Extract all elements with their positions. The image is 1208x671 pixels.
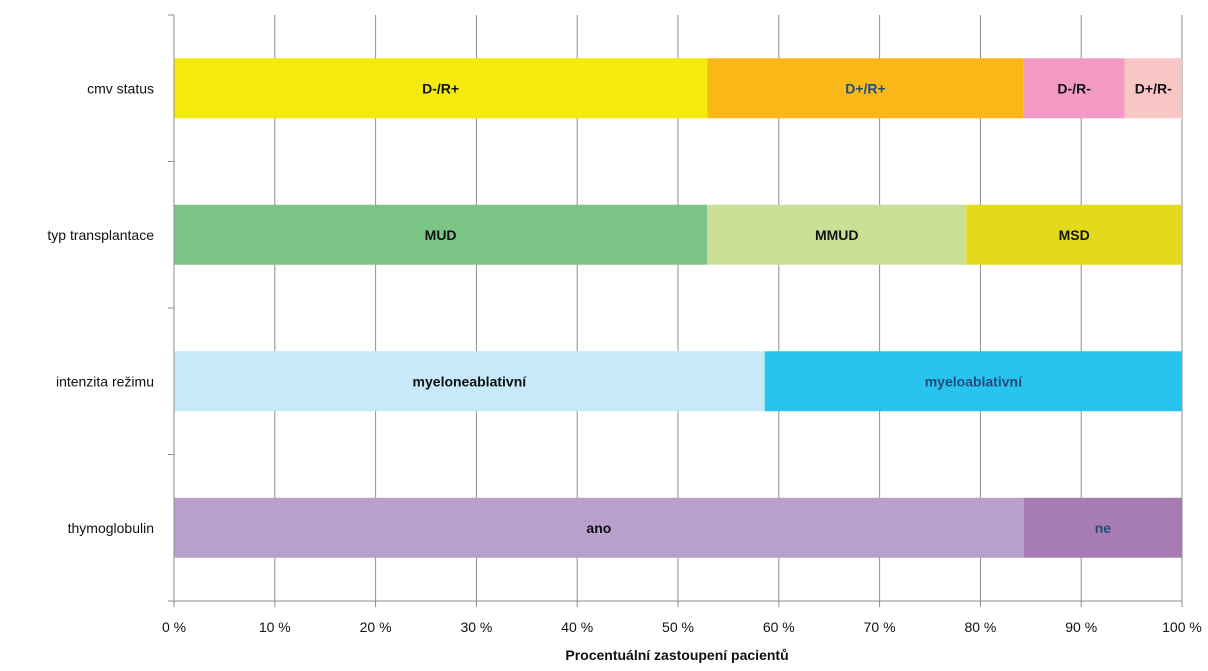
x-tick-label: 20 % <box>360 619 392 635</box>
segment-label: myeloneablativní <box>413 373 528 389</box>
x-tick-label: 40 % <box>561 619 593 635</box>
bar-segment <box>1023 497 1182 558</box>
bar-segment <box>174 497 1024 558</box>
bar-segment <box>707 58 1024 119</box>
segment-label: MUD <box>425 227 457 243</box>
x-tick-label: 50 % <box>662 619 694 635</box>
bar-segment <box>1124 58 1182 119</box>
bar-segment <box>707 204 967 265</box>
segment-label: ne <box>1095 520 1112 536</box>
segment-label: D-/R+ <box>422 80 459 96</box>
segment-label: ano <box>586 520 611 536</box>
x-tick-label: 80 % <box>964 619 996 635</box>
x-tick-label: 10 % <box>259 619 291 635</box>
axes <box>168 14 1183 607</box>
category-label: typ transplantace <box>47 227 154 243</box>
x-tick-label: 100 % <box>1162 619 1202 635</box>
bar-segment <box>764 351 1182 412</box>
bar-segment <box>966 204 1182 265</box>
category-label: cmv status <box>87 80 154 96</box>
x-tick-label: 70 % <box>864 619 896 635</box>
segment-label: myeloablativní <box>925 373 1023 389</box>
segment-label: D+/R+ <box>845 80 885 96</box>
category-label: intenzita režimu <box>56 373 154 389</box>
segment-label: D-/R- <box>1057 80 1091 96</box>
labels: 0 % 10 % 20 % 30 % 40 % 50 % 60 % 70 % 80 % 90 % 1… <box>47 80 1201 635</box>
category-label: thymoglobulin <box>68 520 154 536</box>
x-axis-title: Procentuální zastoupení pacientů <box>565 647 788 663</box>
segment-label: MSD <box>1059 227 1090 243</box>
x-tick-label: 90 % <box>1065 619 1097 635</box>
segment-label: MMUD <box>815 227 859 243</box>
bar-segment <box>174 351 765 412</box>
x-tick-label: 30 % <box>460 619 492 635</box>
x-tick-label: 0 % <box>162 619 186 635</box>
bar-segment <box>1023 58 1125 119</box>
x-tick-label: 60 % <box>763 619 795 635</box>
bars <box>174 58 1182 558</box>
segment-label: D+/R- <box>1135 80 1172 96</box>
bar-segment <box>174 58 708 119</box>
bar-segment <box>174 204 708 265</box>
